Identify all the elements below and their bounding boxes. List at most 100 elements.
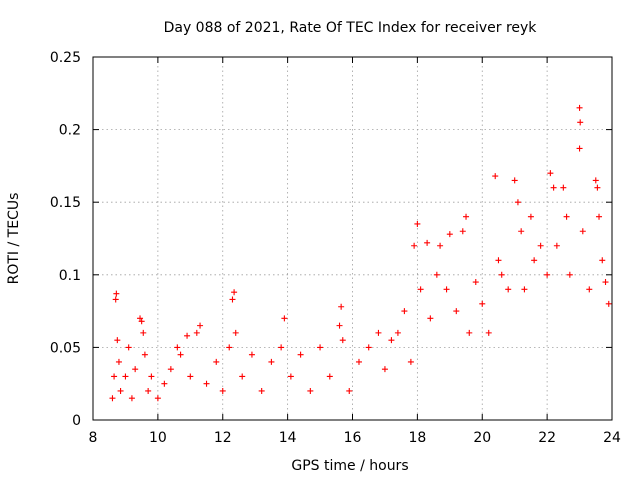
x-tick-label: 20 <box>473 430 491 446</box>
data-point <box>446 231 453 238</box>
data-point <box>239 373 246 380</box>
data-point <box>518 228 525 235</box>
data-point <box>184 332 191 339</box>
data-point <box>576 145 583 152</box>
data-point <box>576 104 583 111</box>
data-point <box>161 380 168 387</box>
data-point <box>560 184 567 191</box>
data-point <box>287 373 294 380</box>
data-point <box>566 271 573 278</box>
data-point <box>550 184 557 191</box>
chart-title: Day 088 of 2021, Rate Of TEC Index for r… <box>164 20 538 36</box>
data-point <box>219 387 226 394</box>
data-point <box>592 177 599 184</box>
data-point <box>492 173 499 180</box>
data-point <box>346 387 353 394</box>
x-tick-label: 22 <box>538 430 556 446</box>
data-point <box>605 300 612 307</box>
data-point <box>122 373 129 380</box>
x-axis-label: GPS time / hours <box>291 458 408 474</box>
data-point <box>521 286 528 293</box>
y-tick-label: 0.15 <box>50 195 81 211</box>
data-point <box>388 337 395 344</box>
data-point <box>117 387 124 394</box>
data-point <box>339 337 346 344</box>
data-point <box>125 344 132 351</box>
data-point <box>417 286 424 293</box>
data-point <box>203 380 210 387</box>
y-tick-label: 0.05 <box>50 340 81 356</box>
data-point <box>226 344 233 351</box>
x-tick-label: 14 <box>279 430 297 446</box>
data-point <box>495 257 502 264</box>
data-point <box>167 366 174 373</box>
data-point <box>511 177 518 184</box>
data-points <box>109 104 612 402</box>
x-tick-label: 16 <box>344 430 362 446</box>
data-point <box>213 358 220 365</box>
data-point <box>472 279 479 286</box>
data-point <box>268 358 275 365</box>
data-point <box>586 286 593 293</box>
x-tick-label: 10 <box>149 430 167 446</box>
data-point <box>531 257 538 264</box>
data-point <box>599 257 606 264</box>
data-point <box>326 373 333 380</box>
data-point <box>141 351 148 358</box>
data-point <box>602 279 609 286</box>
y-tick-label: 0.1 <box>59 268 81 284</box>
data-point <box>594 184 601 191</box>
data-point <box>514 199 521 206</box>
data-point <box>563 213 570 220</box>
data-point <box>547 170 554 177</box>
y-tick-label: 0.2 <box>59 123 81 139</box>
data-point <box>577 119 584 126</box>
data-point <box>394 329 401 336</box>
data-point <box>115 358 122 365</box>
data-point <box>433 271 440 278</box>
y-axis-label: ROTI / TECUs <box>6 193 22 285</box>
axis-tick-labels: 8 10 12 14 16 18 20 22 24 0 0.05 0.1 0.15 0.2 0.25 <box>50 50 621 446</box>
data-point <box>381 366 388 373</box>
data-point <box>307 387 314 394</box>
data-point <box>109 395 116 402</box>
data-point <box>278 344 285 351</box>
data-point <box>544 271 551 278</box>
data-point <box>459 228 466 235</box>
data-point <box>154 395 161 402</box>
data-point <box>174 344 181 351</box>
data-point <box>527 213 534 220</box>
x-tick-label: 24 <box>603 430 621 446</box>
data-point <box>407 358 414 365</box>
data-point <box>579 228 586 235</box>
data-point <box>232 329 239 336</box>
data-point <box>463 213 470 220</box>
data-point <box>128 395 135 402</box>
data-point <box>505 286 512 293</box>
axis-ticks <box>92 56 613 421</box>
data-point <box>365 344 372 351</box>
data-point <box>193 329 200 336</box>
data-point <box>553 242 560 249</box>
data-point <box>437 242 444 249</box>
x-tick-label: 18 <box>408 430 426 446</box>
data-point <box>355 358 362 365</box>
data-point <box>140 329 147 336</box>
data-point <box>132 366 139 373</box>
x-tick-label: 12 <box>214 430 232 446</box>
data-point <box>466 329 473 336</box>
data-point <box>113 290 120 297</box>
data-point <box>375 329 382 336</box>
data-point <box>485 329 492 336</box>
data-point <box>411 242 418 249</box>
y-tick-label: 0 <box>72 413 81 429</box>
data-point <box>114 337 121 344</box>
data-point <box>427 315 434 322</box>
data-point <box>281 315 288 322</box>
data-point <box>187 373 194 380</box>
data-point <box>145 387 152 394</box>
data-point <box>258 387 265 394</box>
data-point <box>453 308 460 315</box>
data-point <box>498 271 505 278</box>
